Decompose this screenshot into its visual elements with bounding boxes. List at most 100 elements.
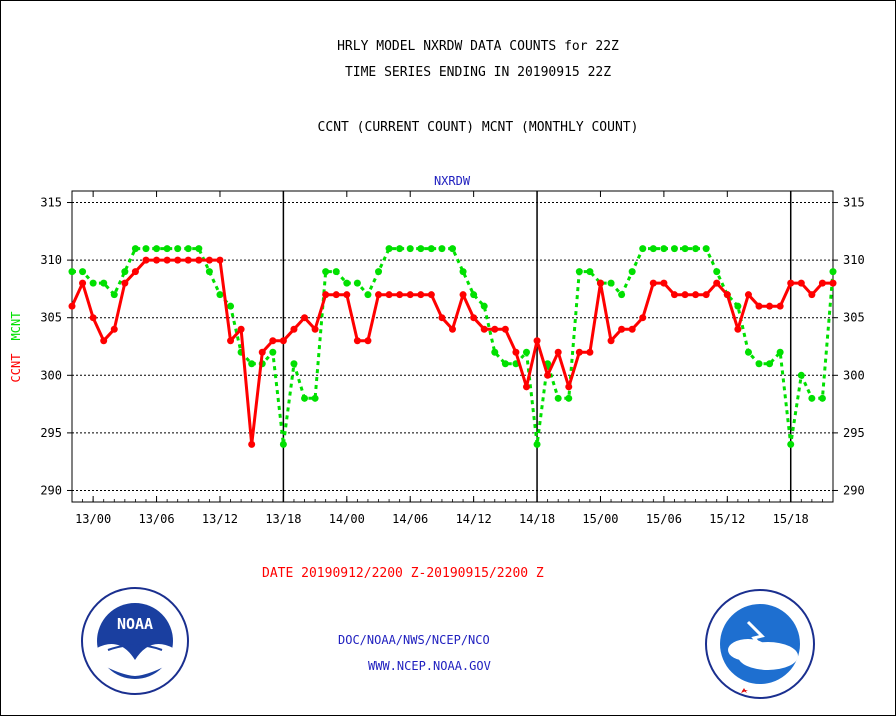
nws-logo bbox=[705, 589, 815, 699]
data-point-mcnt bbox=[575, 268, 583, 276]
data-point-ccnt bbox=[449, 325, 456, 333]
data-point-mcnt bbox=[628, 268, 636, 276]
y-tick-label-right: 290 bbox=[843, 483, 865, 497]
data-point-mcnt bbox=[163, 245, 171, 253]
data-point-mcnt bbox=[776, 348, 784, 356]
data-point-ccnt bbox=[417, 291, 425, 299]
data-point-mcnt bbox=[79, 268, 87, 276]
data-point-ccnt bbox=[818, 279, 826, 287]
x-tick-label: 14/18 bbox=[519, 512, 555, 526]
data-point-ccnt bbox=[353, 337, 361, 345]
data-point-ccnt bbox=[279, 337, 287, 345]
data-point-ccnt bbox=[649, 279, 657, 287]
data-point-ccnt bbox=[787, 279, 795, 287]
data-point-ccnt bbox=[723, 291, 731, 299]
data-point-mcnt bbox=[480, 302, 488, 310]
data-point-ccnt bbox=[163, 256, 171, 264]
data-point-mcnt bbox=[248, 360, 256, 368]
data-point-mcnt bbox=[470, 291, 478, 299]
data-point-ccnt bbox=[396, 291, 404, 299]
data-point-ccnt bbox=[713, 279, 721, 287]
series-layer bbox=[68, 245, 837, 448]
data-point-ccnt bbox=[375, 291, 383, 299]
data-point-ccnt bbox=[184, 256, 192, 264]
y-tick-label-right: 305 bbox=[843, 311, 865, 325]
y-tick-label-right: 300 bbox=[843, 368, 865, 382]
data-point-ccnt bbox=[596, 279, 604, 287]
chart-title-line-3: CCNT (CURRENT COUNT) MCNT (MONTHLY COUNT… bbox=[317, 120, 639, 135]
data-point-ccnt bbox=[522, 383, 530, 391]
data-point-ccnt bbox=[205, 256, 213, 264]
data-point-mcnt bbox=[375, 268, 383, 276]
data-point-ccnt bbox=[670, 291, 678, 299]
data-point-ccnt bbox=[639, 314, 647, 322]
date-range-label: DATE 20190912/2200 Z-20190915/2200 Z bbox=[262, 566, 544, 581]
data-point-mcnt bbox=[364, 291, 372, 299]
data-point-mcnt bbox=[279, 440, 287, 448]
data-point-ccnt bbox=[501, 325, 509, 333]
x-tick-label: 15/06 bbox=[646, 512, 682, 526]
data-point-ccnt bbox=[744, 291, 752, 299]
data-point-ccnt bbox=[586, 348, 594, 356]
data-point-ccnt bbox=[301, 314, 309, 322]
y-tick-label-left: 290 bbox=[40, 483, 62, 497]
data-point-mcnt bbox=[100, 279, 108, 287]
data-point-mcnt bbox=[533, 440, 541, 448]
data-point-mcnt bbox=[565, 394, 573, 402]
data-point-mcnt bbox=[755, 360, 763, 368]
data-point-mcnt bbox=[808, 394, 816, 402]
org-label: DOC/NOAA/NWS/NCEP/NCO bbox=[338, 633, 490, 647]
data-point-mcnt bbox=[131, 245, 139, 253]
data-point-ccnt bbox=[660, 279, 668, 287]
data-point-ccnt bbox=[575, 348, 583, 356]
y-tick-label-right: 310 bbox=[843, 253, 865, 267]
data-point-mcnt bbox=[607, 279, 615, 287]
y-tick-label-left: 295 bbox=[40, 426, 62, 440]
data-point-ccnt bbox=[216, 256, 224, 264]
data-point-mcnt bbox=[142, 245, 150, 253]
data-point-mcnt bbox=[702, 245, 710, 253]
data-point-mcnt bbox=[174, 245, 182, 253]
data-point-ccnt bbox=[195, 256, 203, 264]
x-tick-label: 13/12 bbox=[202, 512, 238, 526]
data-point-ccnt bbox=[470, 314, 478, 322]
data-point-ccnt bbox=[734, 325, 742, 333]
y-tick-label-left: 310 bbox=[40, 253, 62, 267]
data-point-mcnt bbox=[311, 394, 319, 402]
data-point-mcnt bbox=[618, 291, 626, 299]
chart-title-line-1: HRLY MODEL NXRDW DATA COUNTS for 22Z bbox=[337, 39, 619, 54]
data-point-mcnt bbox=[290, 360, 298, 368]
data-point-mcnt bbox=[195, 245, 203, 253]
data-point-ccnt bbox=[618, 325, 626, 333]
data-point-mcnt bbox=[766, 360, 774, 368]
y-axis-label-ccnt: CCNT bbox=[9, 354, 23, 383]
data-point-ccnt bbox=[829, 279, 837, 287]
data-point-ccnt bbox=[607, 337, 615, 345]
data-point-ccnt bbox=[100, 337, 108, 345]
data-point-ccnt bbox=[565, 383, 573, 391]
data-point-ccnt bbox=[808, 291, 816, 299]
data-point-ccnt bbox=[121, 279, 129, 287]
data-point-mcnt bbox=[301, 394, 309, 402]
data-point-mcnt bbox=[692, 245, 700, 253]
panel-title: NXRDW bbox=[434, 174, 471, 188]
data-point-mcnt bbox=[184, 245, 192, 253]
noaa-logo-text: NOAA bbox=[117, 615, 153, 633]
data-point-ccnt bbox=[544, 371, 552, 379]
data-point-mcnt bbox=[89, 279, 97, 287]
data-point-ccnt bbox=[385, 291, 393, 299]
data-point-ccnt bbox=[142, 256, 150, 264]
y-tick-label-right: 295 bbox=[843, 426, 865, 440]
data-point-ccnt bbox=[692, 291, 700, 299]
data-point-ccnt bbox=[480, 325, 488, 333]
y-tick-label-right: 315 bbox=[843, 196, 865, 210]
data-point-mcnt bbox=[554, 394, 562, 402]
data-point-mcnt bbox=[322, 268, 330, 276]
data-point-mcnt bbox=[121, 268, 129, 276]
data-point-mcnt bbox=[343, 279, 351, 287]
data-point-mcnt bbox=[332, 268, 340, 276]
data-point-ccnt bbox=[628, 325, 636, 333]
data-point-ccnt bbox=[290, 325, 298, 333]
data-point-mcnt bbox=[406, 245, 414, 253]
